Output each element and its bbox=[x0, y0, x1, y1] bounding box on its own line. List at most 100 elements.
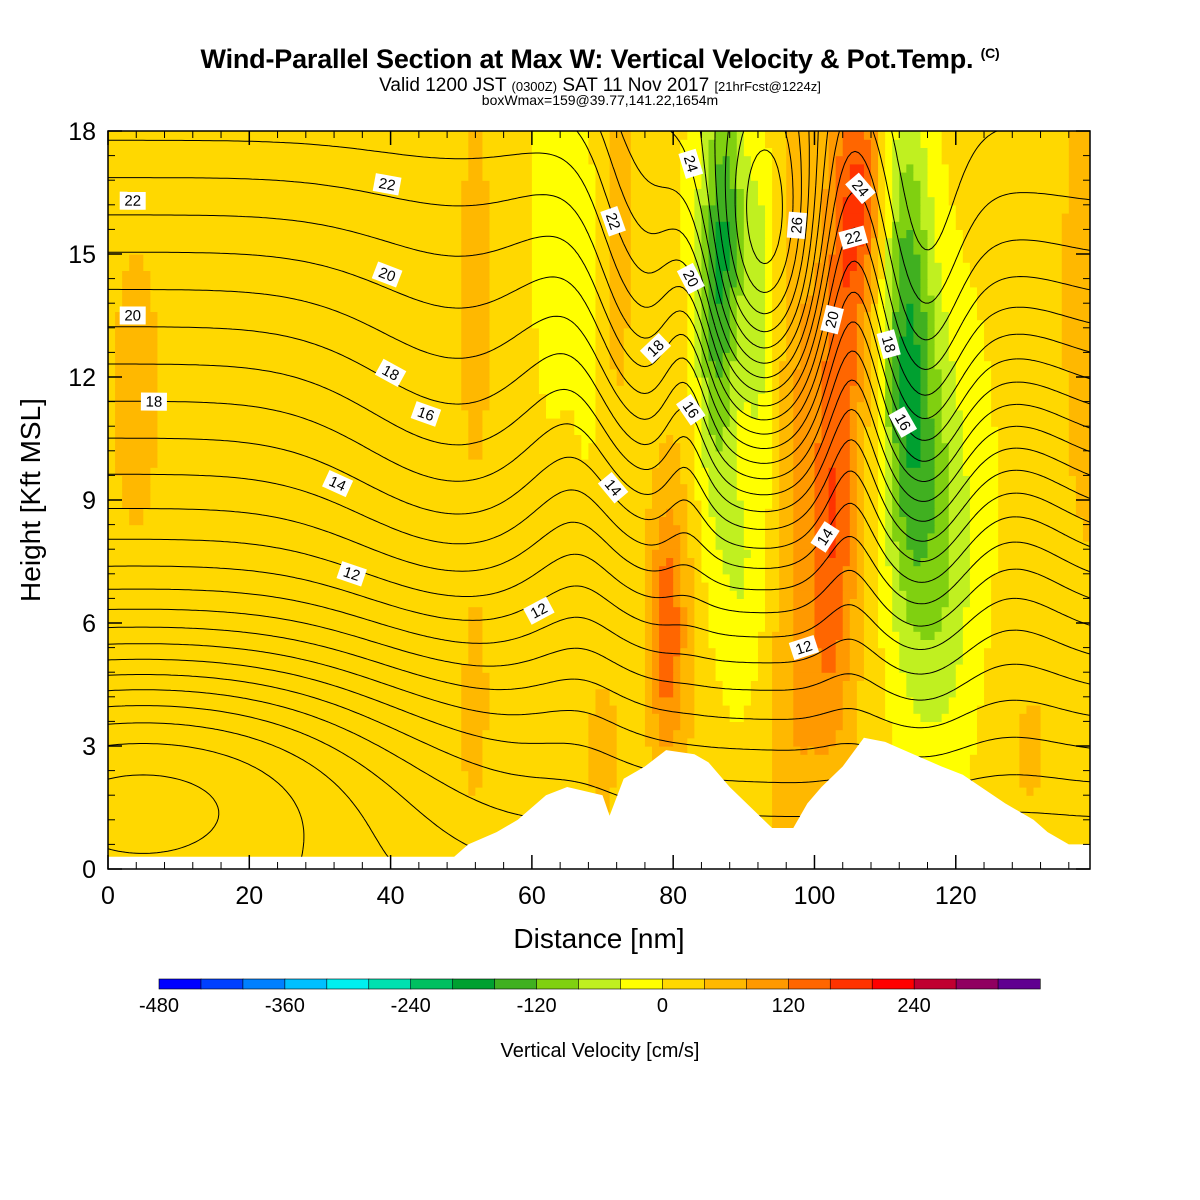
valid-time: Valid 1200 JST (0300Z) SAT 11 Nov 2017 [… bbox=[0, 75, 1200, 97]
w-cell bbox=[835, 188, 851, 198]
w-cell bbox=[729, 172, 738, 181]
w-cell bbox=[150, 483, 653, 493]
w-cell bbox=[108, 131, 469, 140]
w-cell bbox=[828, 139, 844, 148]
w-cell bbox=[736, 163, 752, 173]
w-cell bbox=[609, 360, 625, 370]
w-cell bbox=[715, 434, 724, 444]
w-cell bbox=[863, 549, 879, 558]
w-cell bbox=[694, 721, 773, 731]
w-cell bbox=[793, 729, 837, 739]
w-cell bbox=[892, 180, 900, 189]
w-cell bbox=[765, 204, 773, 214]
w-cell bbox=[892, 147, 929, 157]
w-cell bbox=[673, 680, 681, 690]
w-cell bbox=[906, 434, 922, 444]
w-cell bbox=[793, 623, 816, 632]
w-cell bbox=[461, 688, 491, 698]
w-cell bbox=[659, 631, 681, 640]
w-cell bbox=[941, 614, 964, 624]
w-cell bbox=[609, 319, 632, 329]
w-cell bbox=[941, 434, 964, 444]
vertical-velocity-field bbox=[108, 131, 1090, 869]
w-cell bbox=[998, 467, 1070, 476]
w-cell bbox=[772, 311, 787, 321]
colorbar-swatch bbox=[662, 978, 705, 990]
w-cell bbox=[849, 606, 865, 616]
w-cell bbox=[984, 327, 1063, 337]
w-cell bbox=[892, 516, 907, 526]
w-cell bbox=[588, 139, 611, 148]
w-cell bbox=[115, 385, 159, 394]
theta-contour bbox=[108, 538, 1090, 627]
w-cell bbox=[969, 262, 1063, 271]
w-cell bbox=[856, 409, 872, 419]
w-cell bbox=[856, 705, 886, 714]
w-cell bbox=[800, 303, 830, 312]
w-cell bbox=[701, 549, 724, 558]
w-cell bbox=[673, 664, 681, 673]
w-cell bbox=[680, 524, 688, 534]
w-cell bbox=[157, 336, 462, 345]
w-cell bbox=[955, 385, 992, 394]
w-cell bbox=[609, 262, 632, 271]
w-cell bbox=[736, 467, 773, 476]
w-cell bbox=[863, 582, 879, 591]
w-cell bbox=[885, 672, 907, 681]
w-cell bbox=[920, 278, 929, 288]
w-cell bbox=[644, 598, 653, 608]
w-cell bbox=[793, 664, 823, 673]
w-cell bbox=[743, 516, 766, 526]
w-cell bbox=[694, 696, 724, 706]
w-cell bbox=[694, 303, 703, 312]
y-tick-label: 15 bbox=[68, 241, 96, 269]
w-cell bbox=[772, 418, 780, 427]
w-cell bbox=[1061, 245, 1090, 255]
w-cell bbox=[899, 245, 914, 255]
colorbar-tick-label: 240 bbox=[897, 995, 930, 1017]
w-cell bbox=[694, 204, 703, 214]
w-cell bbox=[765, 221, 773, 230]
potential-temperature-contours bbox=[108, 131, 1090, 858]
w-cell bbox=[694, 221, 703, 230]
w-cell bbox=[849, 664, 865, 673]
w-cell bbox=[821, 196, 837, 206]
w-cell bbox=[962, 787, 1028, 796]
w-cell bbox=[913, 327, 929, 337]
w-cell bbox=[680, 442, 695, 452]
w-cell bbox=[687, 319, 695, 329]
w-cell bbox=[616, 737, 646, 747]
w-cell bbox=[772, 286, 787, 296]
w-cell bbox=[722, 270, 738, 280]
w-cell bbox=[715, 188, 738, 198]
w-cell bbox=[892, 319, 907, 329]
w-cell bbox=[489, 295, 533, 304]
w-cell bbox=[934, 352, 950, 362]
w-cell bbox=[108, 385, 116, 394]
w-cell bbox=[644, 664, 653, 673]
w-cell bbox=[129, 508, 144, 517]
w-cell bbox=[786, 278, 816, 288]
w-cell bbox=[976, 721, 1020, 731]
w-cell bbox=[870, 270, 879, 280]
w-cell bbox=[892, 303, 900, 312]
w-cell bbox=[941, 155, 1070, 165]
w-cell bbox=[772, 467, 780, 476]
w-cell bbox=[461, 680, 491, 690]
w-cell bbox=[878, 639, 900, 649]
w-cell bbox=[630, 204, 681, 214]
w-cell bbox=[595, 278, 611, 288]
w-cell bbox=[941, 270, 971, 280]
w-cell bbox=[779, 565, 794, 575]
w-cell bbox=[955, 688, 985, 698]
colorbar-swatch bbox=[452, 978, 496, 990]
w-cell bbox=[772, 368, 780, 378]
w-cell bbox=[856, 467, 865, 476]
colorbar-swatch bbox=[536, 978, 580, 990]
w-cell bbox=[736, 188, 745, 198]
w-cell bbox=[793, 516, 816, 526]
w-cell bbox=[998, 500, 1077, 509]
w-cell bbox=[644, 696, 653, 706]
w-cell bbox=[680, 688, 695, 698]
w-cell bbox=[1068, 434, 1090, 444]
